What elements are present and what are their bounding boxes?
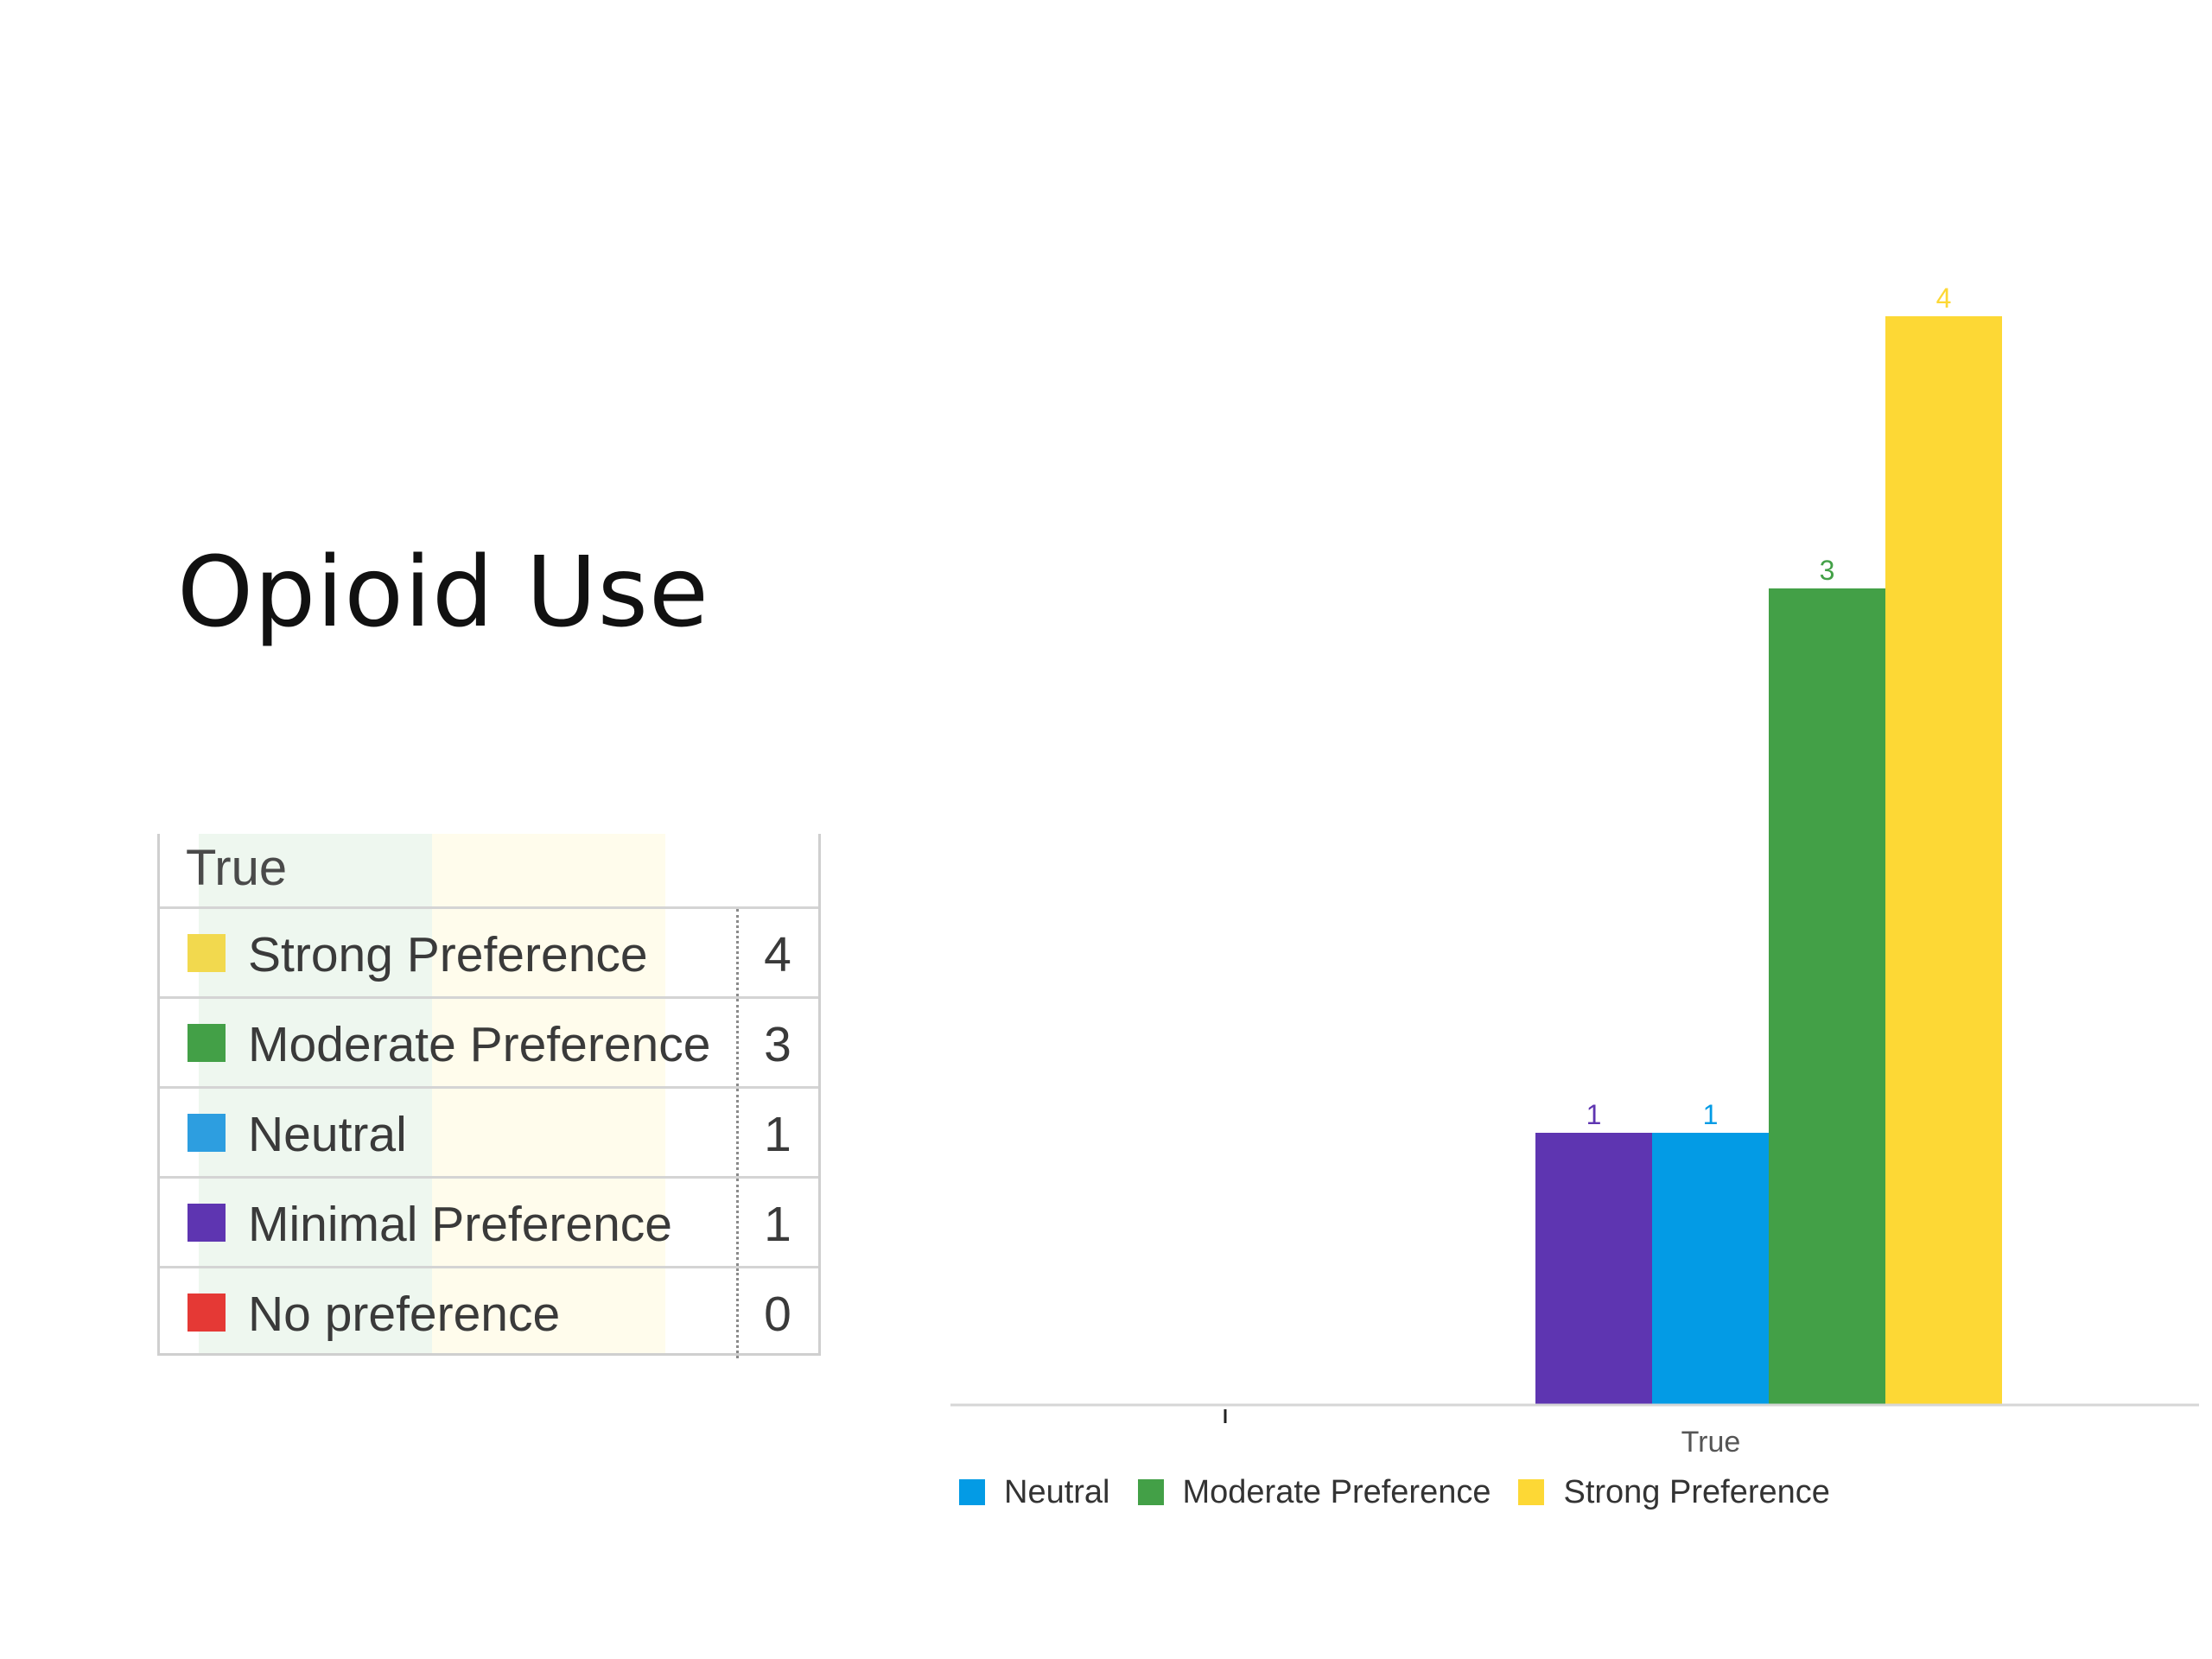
- legend-item: Neutral: [959, 1474, 1110, 1511]
- row-label: Neutral: [248, 1107, 407, 1162]
- x-tick-label: True: [1681, 1426, 1741, 1459]
- row-label: Moderate Preference: [248, 1017, 711, 1072]
- row-count: 3: [764, 1017, 791, 1072]
- row-color-swatch: [188, 1204, 226, 1242]
- row-count: 0: [764, 1287, 791, 1342]
- bar-minimal-preference: [1535, 1133, 1652, 1405]
- row-count: 1: [764, 1107, 791, 1162]
- legend-swatch: [959, 1479, 985, 1505]
- table-header-label: True: [186, 840, 288, 896]
- legend-label: Neutral: [1004, 1473, 1110, 1510]
- row-label: Strong Preference: [248, 927, 648, 982]
- table-row: Minimal Preference 1: [160, 1179, 818, 1268]
- row-count: 1: [764, 1197, 791, 1252]
- legend-label: Moderate Preference: [1182, 1473, 1491, 1510]
- row-divider: [736, 909, 739, 996]
- row-divider: [736, 1179, 739, 1266]
- row-color-swatch: [188, 934, 226, 972]
- row-color-swatch: [188, 1294, 226, 1332]
- row-label: Minimal Preference: [248, 1197, 673, 1252]
- data-label: 4: [1936, 283, 1952, 314]
- data-label: 1: [1703, 1099, 1719, 1130]
- table-header: True: [160, 834, 818, 909]
- legend-label: Strong Preference: [1563, 1473, 1830, 1510]
- data-labels-group: 1 1 3 4: [1586, 283, 1952, 1130]
- bar-neutral: [1652, 1133, 1769, 1405]
- row-count: 4: [764, 927, 791, 982]
- row-divider: [736, 1268, 739, 1358]
- legend-item: Moderate Preference: [1137, 1473, 1491, 1511]
- legend-swatch: [1518, 1479, 1545, 1505]
- legend-table: True Strong Preference 4 Moderate Prefer…: [157, 834, 821, 1358]
- bars-group: [1535, 316, 2002, 1405]
- legend-swatch: [1137, 1479, 1164, 1505]
- row-divider: [736, 999, 739, 1086]
- table-row: Strong Preference 4: [160, 909, 818, 999]
- table-row: No preference 0: [160, 1268, 818, 1358]
- table-row: Moderate Preference 3: [160, 999, 818, 1089]
- bar-moderate-preference: [1769, 588, 1885, 1405]
- row-divider: [736, 1089, 739, 1176]
- row-color-swatch: [188, 1024, 226, 1062]
- slide-title: Opioid Use: [177, 537, 709, 649]
- legend-item: Strong Preference: [1518, 1473, 1830, 1511]
- bar-strong-preference: [1885, 316, 2002, 1405]
- table-row: Neutral 1: [160, 1089, 818, 1179]
- row-label: No preference: [248, 1287, 561, 1342]
- chart-legend: Neutral Moderate Preference Strong Prefe…: [959, 1471, 1858, 1514]
- data-label: 1: [1586, 1099, 1602, 1130]
- row-color-swatch: [188, 1114, 226, 1152]
- data-label: 3: [1820, 555, 1835, 586]
